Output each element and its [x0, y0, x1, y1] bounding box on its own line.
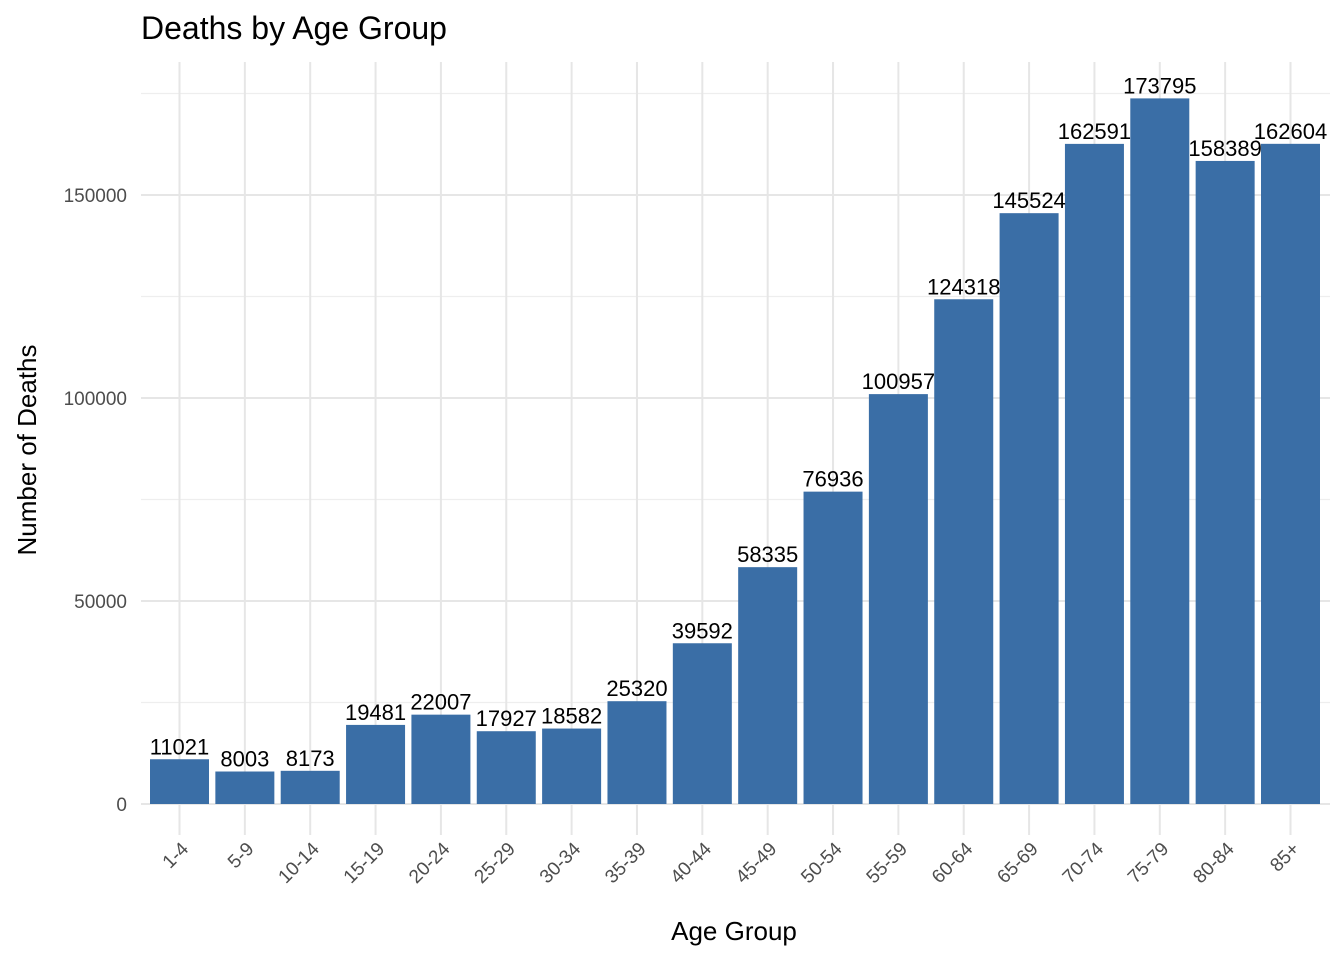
bars	[150, 98, 1320, 805]
bar-value-label: 124318	[927, 274, 1000, 299]
bar-value-label: 76936	[802, 467, 863, 492]
x-tick-label: 55-59	[863, 839, 912, 888]
bar	[346, 724, 406, 804]
x-tick-label: 50-54	[797, 838, 847, 888]
bar	[1261, 143, 1320, 804]
bar	[1130, 98, 1190, 804]
bar-value-label: 18582	[541, 704, 602, 729]
x-tick-label: 70-74	[1059, 838, 1109, 888]
bar	[280, 770, 340, 804]
x-tick-label: 5-9	[224, 839, 258, 873]
bar	[150, 759, 209, 804]
x-tick-label: 10-14	[275, 838, 325, 888]
bar-value-label: 11021	[150, 734, 210, 759]
x-tick-label: 20-24	[405, 838, 455, 888]
bar-value-label: 39592	[672, 618, 733, 643]
bar	[1064, 143, 1124, 804]
x-tick-label: 85+	[1266, 839, 1304, 877]
y-tick-label: 0	[116, 795, 127, 816]
bar-value-label: 158389	[1188, 136, 1261, 161]
x-axis-ticks: 1-4 5-9 10-14 15-19 20-24 25-29 30-34 35-39 40-4…	[159, 838, 1304, 888]
bar-value-label: 162604	[1254, 119, 1327, 144]
x-tick-label: 45-49	[732, 839, 781, 888]
bar-value-label: 8173	[286, 746, 335, 771]
x-tick-label: 60-64	[928, 838, 978, 888]
bar	[803, 491, 863, 804]
bar-value-label: 100957	[862, 369, 935, 394]
y-axis-title: Number of Deaths	[12, 345, 42, 556]
y-tick-label: 50000	[74, 592, 127, 613]
x-tick-label: 30-34	[536, 838, 586, 888]
bar-value-label: 8003	[220, 747, 269, 772]
bar-value-label: 145524	[992, 188, 1065, 213]
bar-value-label: 25320	[606, 676, 667, 701]
x-tick-label: 75-79	[1124, 839, 1173, 888]
bar	[411, 714, 471, 804]
bar	[738, 567, 798, 804]
x-tick-label: 40-44	[667, 838, 717, 888]
bar	[476, 731, 536, 804]
bar	[1195, 160, 1255, 804]
y-tick-label: 100000	[64, 389, 127, 410]
chart-title: Deaths by Age Group	[141, 10, 447, 46]
bar-value-label: 58335	[737, 542, 798, 567]
bar	[607, 701, 667, 804]
x-tick-label: 15-19	[340, 839, 389, 888]
x-tick-label: 35-39	[601, 839, 650, 888]
y-axis-ticks: 0 50000 100000 150000	[64, 186, 127, 816]
x-tick-label: 65-69	[993, 839, 1042, 888]
bar-value-label: 22007	[410, 690, 471, 715]
bar-value-label: 173795	[1123, 73, 1196, 98]
x-tick-label: 80-84	[1189, 838, 1239, 888]
bar-value-label: 19481	[345, 700, 406, 725]
x-axis-title: Age Group	[671, 916, 797, 946]
bar-value-label: 17927	[476, 706, 537, 731]
bar	[868, 394, 928, 804]
bar	[542, 728, 602, 804]
bar	[934, 299, 994, 804]
bar	[672, 643, 732, 804]
bar-value-label: 162591	[1058, 119, 1131, 144]
x-tick-label: 1-4	[159, 838, 194, 873]
bar	[999, 213, 1059, 805]
x-tick-label: 25-29	[471, 839, 520, 888]
y-tick-label: 150000	[64, 186, 127, 207]
bar	[215, 771, 275, 804]
